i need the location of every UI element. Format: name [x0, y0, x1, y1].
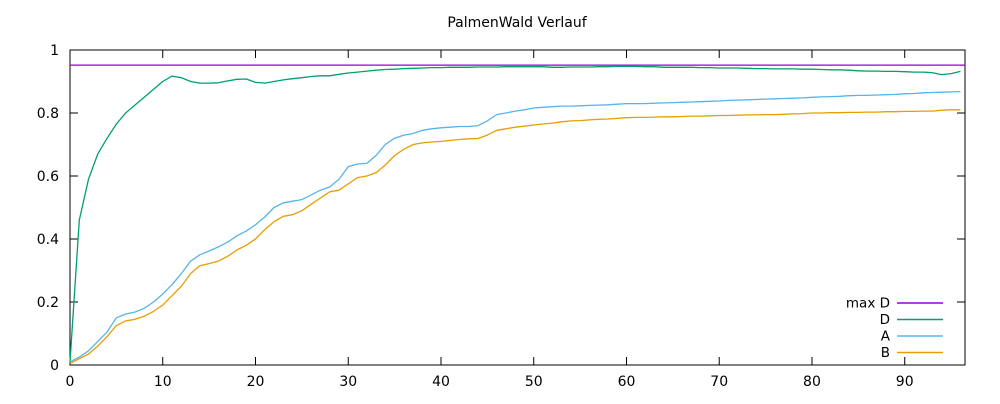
y-tick-label: 1 [50, 43, 59, 59]
x-tick-label: 30 [339, 374, 357, 390]
chart-title: PalmenWald Verlauf [447, 15, 587, 31]
x-tick-label: 0 [66, 374, 75, 390]
y-tick-label: 0.6 [37, 169, 59, 185]
x-tick-label: 90 [896, 374, 914, 390]
series-line-a [69, 90, 961, 363]
x-tick-label: 60 [618, 374, 636, 390]
legend-label-b: B [881, 345, 890, 361]
series-line-d [69, 65, 961, 362]
y-tick-label: 0.8 [37, 106, 59, 122]
x-tick-label: 80 [803, 374, 821, 390]
x-tick-label: 40 [432, 374, 450, 390]
x-tick-label: 50 [525, 374, 543, 390]
x-tick-label: 10 [154, 374, 172, 390]
x-tick-label: 20 [247, 374, 265, 390]
plot-border [69, 49, 966, 366]
y-tick-label: 0.2 [37, 295, 59, 311]
legend-label-max-d: max D [846, 296, 890, 312]
legend-label-a: A [881, 329, 891, 345]
legend-label-d: D [880, 312, 890, 328]
series-line-b [69, 109, 961, 364]
y-tick-label: 0.4 [37, 232, 59, 248]
plot-area: 0 10 20 30 40 50 60 70 80 90 0 0.2 0.4 0.6 0.8 1 max DDA… [37, 43, 966, 390]
x-tick-label: 70 [710, 374, 728, 390]
y-tick-label: 0 [50, 358, 59, 374]
